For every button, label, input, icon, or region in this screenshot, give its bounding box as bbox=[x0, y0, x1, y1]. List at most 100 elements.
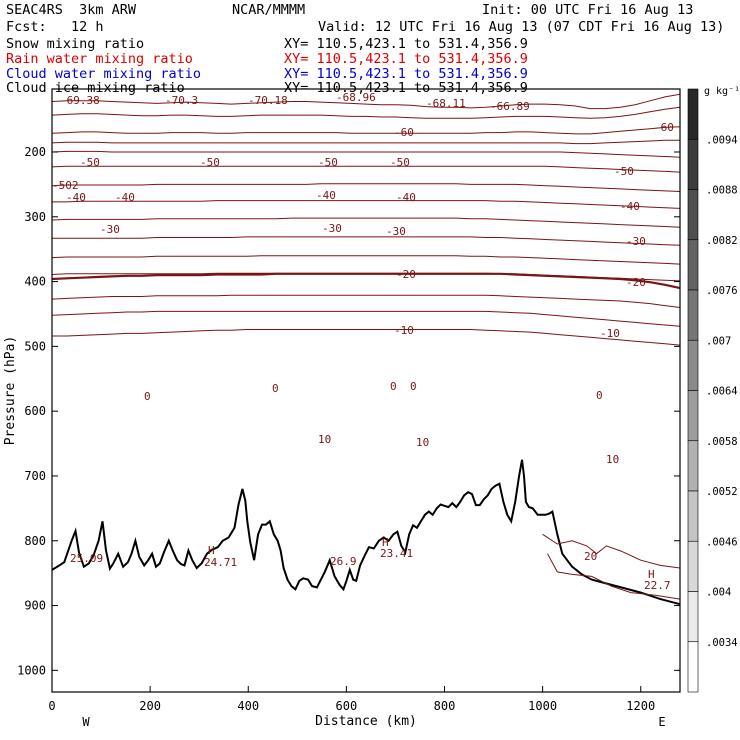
contour-label: -30 bbox=[100, 223, 120, 236]
colorbar-segment bbox=[687, 490, 699, 542]
contour-label: -50 bbox=[80, 156, 100, 169]
isotherm-line bbox=[51, 183, 681, 192]
contour-label: 26.9 bbox=[330, 555, 357, 568]
isotherm-line bbox=[51, 126, 681, 135]
colorbar-segment bbox=[687, 138, 699, 190]
contour-label: 0 bbox=[596, 389, 603, 402]
x-tick-label: 200 bbox=[139, 699, 161, 713]
isotherm-line bbox=[51, 294, 681, 308]
contour-label: -50 bbox=[614, 165, 634, 178]
contour-label: 25.09 bbox=[70, 552, 103, 565]
contour-label: -40 bbox=[620, 200, 640, 213]
east-label: E bbox=[658, 715, 665, 729]
isotherm-line bbox=[51, 165, 681, 173]
forecast-hour: Fcst: 12 h bbox=[6, 19, 104, 35]
center-title: NCAR/MMMM bbox=[232, 2, 306, 18]
colorbar-tick-label: .0046 bbox=[706, 536, 738, 548]
plot-frame bbox=[51, 88, 681, 693]
colorbar-segment bbox=[687, 540, 699, 592]
colorbar-tick-label: .0094 bbox=[706, 134, 738, 146]
y-tick-label: 800 bbox=[24, 534, 46, 548]
contour-label: -20 bbox=[626, 276, 646, 289]
contour-label: 10 bbox=[416, 436, 429, 449]
colorbar-segment bbox=[687, 591, 699, 643]
contour-label: -66.89 bbox=[490, 100, 530, 113]
y-tick-label: 900 bbox=[24, 599, 46, 613]
isotherm-line bbox=[51, 217, 681, 228]
y-axis-label: Pressure (hPa) bbox=[3, 336, 18, 446]
isotherm-line bbox=[542, 533, 681, 569]
field-cloudice-name: Cloud ice mixing ratio bbox=[6, 80, 185, 96]
west-label: W bbox=[82, 715, 90, 729]
contour-label: H bbox=[382, 536, 389, 549]
contour-label: -70.18 bbox=[248, 94, 288, 107]
colorbar-tick-label: .0052 bbox=[706, 486, 738, 498]
contour-label: H bbox=[208, 544, 215, 557]
field-snow-xy: XY= 110.5,423.1 to 531.4,356.9 bbox=[284, 36, 528, 52]
contour-label: -50 bbox=[390, 156, 410, 169]
contour-label: -40 bbox=[66, 191, 86, 204]
field-rain-name: Rain water mixing ratio bbox=[6, 51, 193, 67]
isotherm-line bbox=[52, 200, 681, 209]
contour-label-group: -69.38 -70.3 -70.18 -68.96 -68.11 -66.89 -60 -6… bbox=[52, 91, 674, 592]
contour-label: -50 bbox=[200, 156, 220, 169]
x-tick-label: 0 bbox=[48, 699, 55, 713]
colorbar-segment bbox=[687, 390, 699, 442]
colorbar-segment bbox=[687, 339, 699, 391]
colorbar-segment bbox=[687, 88, 699, 140]
y-tick-label: 400 bbox=[24, 275, 46, 289]
y-tick-label: 500 bbox=[24, 339, 46, 353]
contour-label: -30 bbox=[386, 225, 406, 238]
contour-label: 0 bbox=[410, 380, 417, 393]
contour-label: -30 bbox=[322, 222, 342, 235]
contour-label: 0 bbox=[390, 380, 397, 393]
contour-label: 22.7 bbox=[644, 579, 671, 592]
colorbar-tick-label: .0088 bbox=[706, 185, 738, 197]
isotherm-line bbox=[51, 255, 681, 265]
terrain-line bbox=[51, 459, 681, 606]
y-tick-label: 700 bbox=[24, 469, 46, 483]
isotherm-line bbox=[547, 553, 681, 600]
isotherm-group bbox=[51, 93, 681, 346]
field-snow-name: Snow mixing ratio bbox=[6, 36, 145, 52]
field-rain-xy: XY= 110.5,423.1 to 531.4,356.9 bbox=[284, 51, 528, 67]
colorbar-unit: g kg⁻¹ bbox=[704, 86, 740, 97]
x-tick-label: 600 bbox=[336, 699, 358, 713]
y-tick-label: 300 bbox=[24, 210, 46, 224]
field-cloudwater-xy: XY= 110.5,423.1 to 531.4,356.9 bbox=[284, 66, 528, 82]
model-title: SEAC4RS 3km ARW bbox=[6, 2, 137, 18]
field-cloudice-xy: XY= 110.5,423.1 to 531.4,356.9 bbox=[284, 80, 528, 96]
colorbar-tick-label: .0082 bbox=[706, 235, 738, 247]
contour-label: -40 bbox=[115, 191, 135, 204]
contour-label: -20 bbox=[396, 268, 416, 281]
contour-label: 0 bbox=[272, 382, 279, 395]
colorbar-segment bbox=[687, 289, 699, 341]
isotherm-line bbox=[51, 139, 680, 145]
x-tick-label: 800 bbox=[434, 699, 456, 713]
isotherm-line bbox=[51, 93, 681, 110]
contour-label: -60 bbox=[654, 121, 674, 134]
contour-label: -70.3 bbox=[165, 94, 198, 107]
contour-label: H bbox=[648, 568, 655, 581]
colorbar-tick-label: .0058 bbox=[706, 436, 738, 448]
field-cloudwater-name: Cloud water mixing ratio bbox=[6, 66, 202, 82]
contour-label: -68.11 bbox=[426, 97, 466, 110]
isotherm-line bbox=[52, 236, 681, 246]
colorbar-tick-label: .0034 bbox=[706, 637, 738, 649]
x-tick-label: 1000 bbox=[528, 699, 557, 713]
isotherm-line bbox=[51, 150, 681, 158]
contour-label: 10 bbox=[318, 433, 331, 446]
contour-label: 23.41 bbox=[380, 547, 413, 560]
terrain-group bbox=[51, 459, 681, 606]
colorbar-segment bbox=[687, 239, 699, 291]
contour-label: -30 bbox=[626, 235, 646, 248]
colorbar-tick-label: .007 bbox=[706, 335, 731, 347]
axes-group: 0 200 400 600 800 1000 12002003004005006007008… bbox=[3, 145, 680, 729]
contour-label: 20 bbox=[584, 550, 597, 563]
isotherm-line bbox=[51, 272, 681, 290]
isotherm-line bbox=[51, 310, 681, 327]
x-tick-label: 400 bbox=[237, 699, 259, 713]
y-tick-label: 1000 bbox=[17, 663, 46, 677]
